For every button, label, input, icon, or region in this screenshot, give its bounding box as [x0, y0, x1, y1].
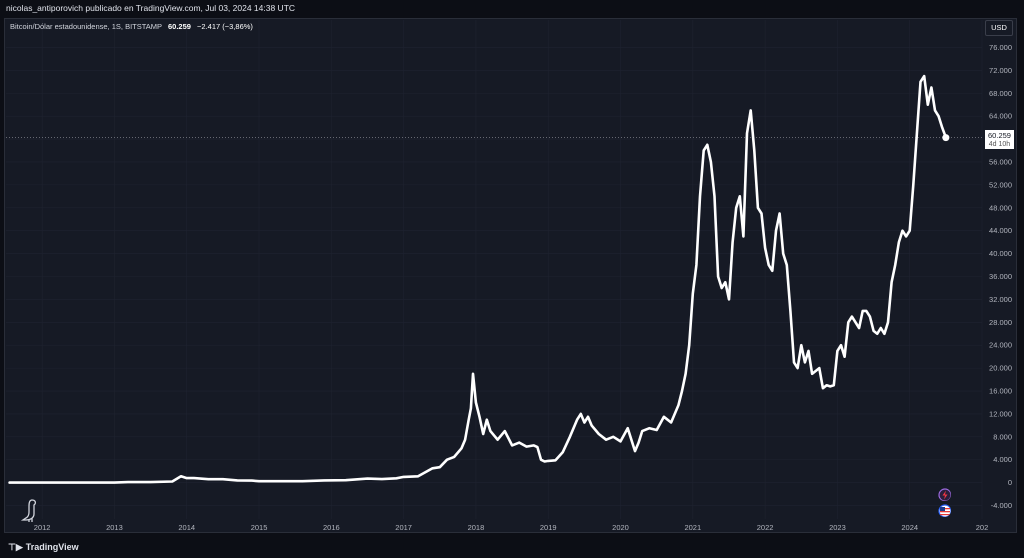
x-tick-label: 202: [976, 523, 989, 532]
last-price-tag: 60.259 4d 10h: [985, 129, 1014, 149]
x-tick-label: 2023: [829, 523, 846, 532]
us-flag-event-icon[interactable]: [938, 504, 951, 517]
legend-last-price: 60.259: [167, 22, 191, 31]
y-tick-label: 24.000: [989, 341, 1012, 350]
x-tick-label: 2018: [468, 523, 485, 532]
legend-change: −2.417 (−3,86%): [197, 22, 253, 31]
x-tick-label: 2019: [540, 523, 557, 532]
y-tick-label: 32.000: [989, 295, 1012, 304]
y-tick-label: 40.000: [989, 249, 1012, 258]
x-tick-label: 2013: [106, 523, 123, 532]
y-tick-label: 76.000: [989, 43, 1012, 52]
x-tick-label: 2014: [178, 523, 195, 532]
tradingview-logo-icon: ⊤▶: [8, 542, 23, 552]
price-tag-countdown: 4d 10h: [988, 140, 1011, 148]
y-tick-label: 20.000: [989, 364, 1012, 373]
x-axis[interactable]: 2012 2013 2014 2015 2016 2017 2018 2019 2020 2021…: [34, 523, 988, 532]
y-tick-label: 44.000: [989, 226, 1012, 235]
y-tick-label: 0: [1008, 478, 1012, 487]
y-tick-label: 8.000: [993, 432, 1012, 441]
x-tick-label: 2020: [612, 523, 629, 532]
y-tick-label: 56.000: [989, 157, 1012, 166]
x-tick-label: 2021: [684, 523, 701, 532]
brand-label: TradingView: [25, 542, 79, 552]
y-tick-label: 72.000: [989, 66, 1012, 75]
currency-button[interactable]: USD: [985, 20, 1013, 36]
x-tick-label: 2016: [323, 523, 340, 532]
legend-symbol: Bitcoin/Dólar estadounidense, 1S, BITSTA…: [10, 22, 162, 31]
chart-legend[interactable]: Bitcoin/Dólar estadounidense, 1S, BITSTA…: [10, 22, 253, 31]
y-tick-label: 64.000: [989, 112, 1012, 121]
y-tick-label: 36.000: [989, 272, 1012, 281]
y-tick-label: 48.000: [989, 203, 1012, 212]
y-tick-label: 52.000: [989, 180, 1012, 189]
y-tick-label: 12.000: [989, 409, 1012, 418]
y-tick-label: 16.000: [989, 387, 1012, 396]
tradingview-brand[interactable]: ⊤▶ TradingView: [8, 542, 79, 553]
x-tick-label: 2024: [901, 523, 918, 532]
y-tick-label: 28.000: [989, 318, 1012, 327]
grid-lines: [6, 20, 983, 519]
publisher-credit: nicolas_antiporovich publicado en Tradin…: [6, 3, 296, 13]
dino-icon: [20, 499, 37, 522]
y-axis[interactable]: -4.000 0 4.000 8.000 12.000 16.000 20.000 24.00…: [989, 43, 1012, 510]
x-tick-label: 2012: [34, 523, 51, 532]
y-tick-label: 68.000: [989, 89, 1012, 98]
publisher-bar: nicolas_antiporovich publicado en Tradin…: [0, 0, 1024, 18]
x-tick-label: 2017: [395, 523, 412, 532]
last-price-marker: [942, 134, 950, 142]
y-tick-label: -4.000: [991, 501, 1012, 510]
price-series-line: [8, 74, 948, 484]
chart-panel[interactable]: [4, 18, 1017, 533]
price-tag-value: 60.259: [988, 130, 1011, 140]
x-tick-label: 2015: [251, 523, 268, 532]
footer-bar: ⊤▶ TradingView: [0, 538, 1024, 558]
x-tick-label: 2022: [757, 523, 774, 532]
lightning-event-icon[interactable]: [938, 488, 951, 501]
y-tick-label: 4.000: [993, 455, 1012, 464]
